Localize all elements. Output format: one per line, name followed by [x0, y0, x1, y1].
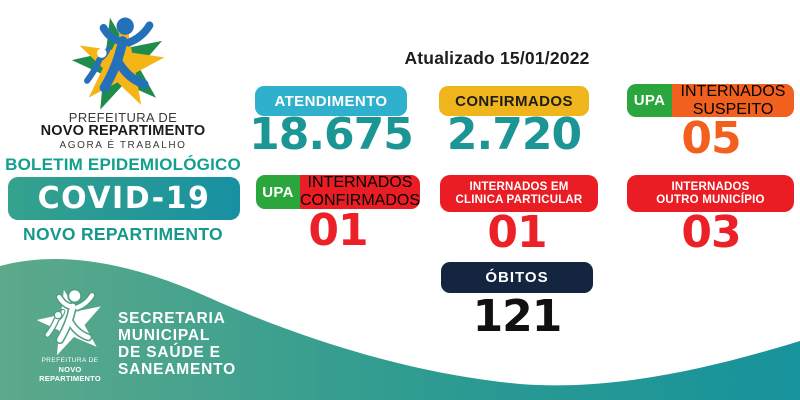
obitos-badge: ÓBITOS [441, 262, 593, 293]
upa-tag: UPA [256, 175, 300, 209]
confirmados-value: 2.720 [446, 109, 582, 160]
internados-suspeito-label-line1: INTERNADOS [680, 84, 786, 100]
internados-suspeito-badge: UPA INTERNADOS SUSPEITO [627, 84, 794, 117]
confirmados-label: CONFIRMADOS [455, 92, 573, 110]
confirmados-badge: CONFIRMADOS [439, 86, 589, 116]
secretaria-line4: SANEAMENTO [118, 361, 236, 378]
outro-municipio-value: 03 [681, 207, 741, 258]
covid-19-banner: COVID-19 [8, 177, 240, 220]
secretaria-line3: DE SAÚDE E [118, 344, 221, 361]
prefeitura-star-logo [71, 17, 165, 110]
clinica-particular-label-line1: INTERNADOS EM [469, 181, 569, 193]
footer-logo-line1: PREFEITURA DE [41, 357, 99, 364]
upa-internados-confirmados-label-line2: CONFIRMADOS [300, 192, 420, 209]
clinica-particular-value: 01 [487, 207, 547, 258]
atendimento-badge: ATENDIMENTO [255, 86, 407, 116]
outro-municipio-badge: INTERNADOS OUTRO MUNICÍPIO [627, 175, 794, 212]
internados-suspeito-value: 05 [681, 113, 741, 164]
internados-suspeito-label: INTERNADOS SUSPEITO [672, 84, 794, 117]
atendimento-value: 18.675 [249, 109, 414, 160]
obitos-value: 121 [472, 291, 563, 342]
bulletin-title: BOLETIM EPIDEMIOLÓGICO [5, 155, 241, 174]
prefeitura-name-line2: NOVO REPARTIMENTO [40, 123, 206, 139]
clinica-particular-label-line2: CLINICA PARTICULAR [455, 193, 583, 206]
clinica-particular-badge: INTERNADOS EM CLINICA PARTICULAR [440, 175, 598, 212]
secretaria-line2: MUNICIPAL [118, 327, 211, 344]
upa-internados-confirmados-badge: UPA INTERNADOS CONFIRMADOS [256, 175, 420, 209]
secretaria-line1: SECRETARIA [118, 310, 226, 327]
atendimento-label: ATENDIMENTO [274, 92, 388, 110]
prefeitura-slogan: AGORA É TRABALHO [59, 140, 187, 151]
upa-internados-confirmados-value: 01 [308, 205, 368, 256]
internados-suspeito-label-line2: SUSPEITO [692, 100, 774, 118]
prefeitura-name-line1: PREFEITURA DE [68, 110, 178, 125]
updated-date-label: Atualizado 15/01/2022 [404, 48, 590, 68]
upa-internados-confirmados-label: INTERNADOS CONFIRMADOS [300, 175, 420, 209]
city-name: NOVO REPARTIMENTO [23, 224, 223, 244]
outro-municipio-label-line1: INTERNADOS [671, 181, 750, 193]
upa-tag: UPA [627, 84, 672, 117]
outro-municipio-label-line2: OUTRO MUNICÍPIO [656, 193, 765, 206]
secretaria-title: SECRETARIA MUNICIPAL DE SAÚDE E SANEAMEN… [118, 310, 236, 378]
obitos-label: ÓBITOS [485, 269, 549, 286]
upa-internados-confirmados-label-line1: INTERNADOS [307, 175, 413, 191]
footer-logo-line2: NOVO REPARTIMENTO [39, 365, 101, 383]
secretaria-star-logo [36, 288, 101, 356]
covid-19-banner-label: COVID-19 [37, 181, 211, 216]
